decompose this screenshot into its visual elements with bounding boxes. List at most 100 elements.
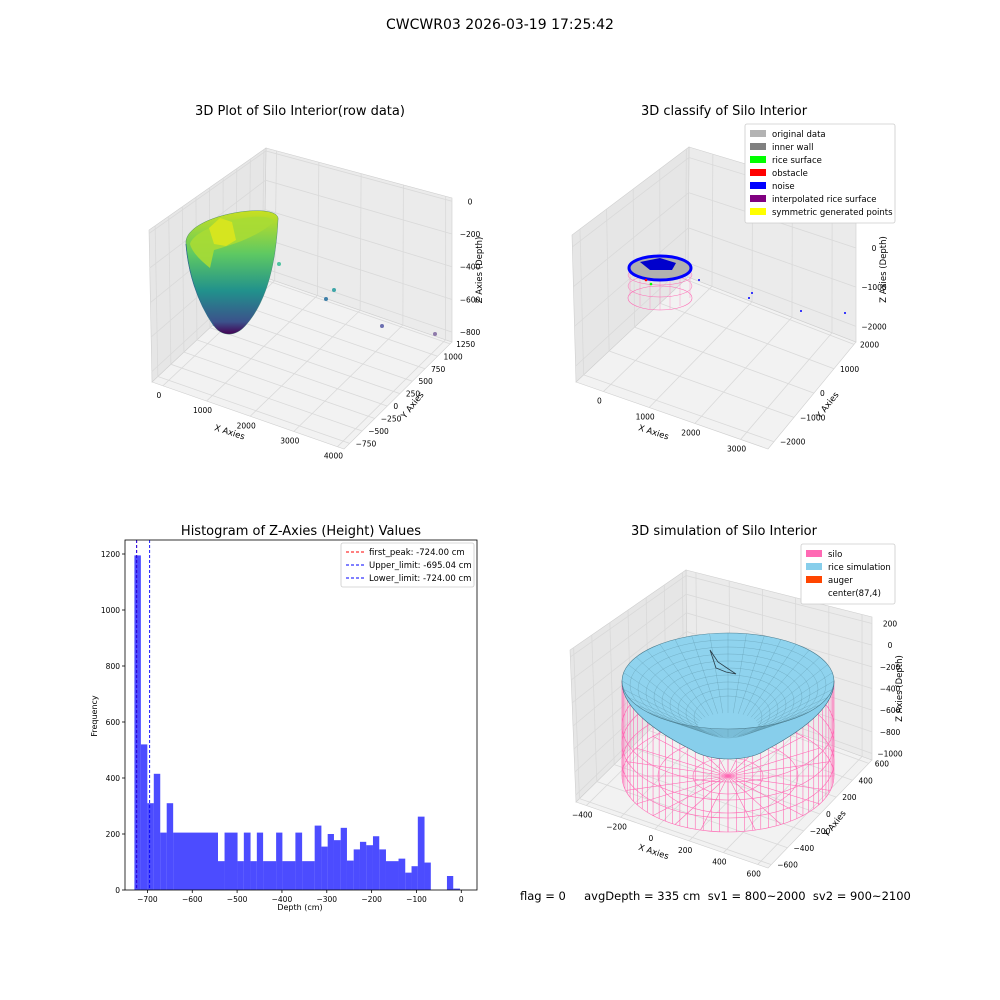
- panel1-silo-surface: [185, 210, 437, 336]
- histogram-bar: [166, 803, 174, 890]
- histogram-bar: [321, 846, 328, 890]
- panel1-x-gridline: [249, 173, 362, 417]
- histogram-bar: [372, 836, 380, 890]
- histogram-y-tick-label: 1000: [101, 606, 120, 615]
- panel2-legend-label: inner wall: [772, 143, 813, 153]
- panel4-x-gridline: [757, 614, 863, 865]
- panel4-rice-simulation-surface: [621, 632, 835, 760]
- panel2-y-tick-label: −1000: [800, 413, 826, 422]
- panel2-y-tick-label: 1000: [840, 365, 859, 374]
- panel2-y-gridline: [606, 208, 795, 418]
- histogram-bar: [263, 861, 277, 890]
- panel1-z-tick-label: −600: [460, 295, 481, 304]
- panel1-x-tick-label: 1000: [193, 406, 212, 415]
- panel1-x-tick-label: 0: [157, 391, 162, 400]
- histogram-x-tick-label: −200: [361, 895, 382, 904]
- histogram-bar: [237, 861, 244, 890]
- panel1-3d-raw-plot: 0 1000 2000 3000 4000 1250 1000 750 500 250 0 −250 −…: [148, 147, 485, 461]
- panel2-x-tick-label: 0: [597, 397, 602, 406]
- panel4-z-tick-label: −1000: [877, 750, 903, 759]
- panel4-y-tick-label: 0: [826, 810, 831, 819]
- histogram-reference-lines: [136, 540, 151, 890]
- histogram-bar: [333, 840, 341, 890]
- panel1-z-gridline: [150, 209, 453, 303]
- panel2-z-axis-label: Z Axies (Depth): [879, 236, 889, 303]
- histogram-bar: [405, 872, 412, 890]
- histogram-y-tick-label: 400: [106, 774, 121, 783]
- histogram-bar: [295, 832, 303, 890]
- panel4-3d-simulation-plot: −400−20002004006006004002000−200−400−600…: [569, 543, 905, 878]
- histogram-x-tick-label: −600: [182, 895, 203, 904]
- panel1-y-tick-label: −500: [368, 427, 389, 436]
- panel1-z-tick-label: −200: [460, 230, 481, 239]
- panel1-z-axis-label: Z Axies (Depth): [475, 237, 485, 304]
- panel2-legend-swatch: [750, 130, 766, 137]
- histogram-bar: [217, 861, 225, 890]
- histogram-bar: [346, 860, 354, 890]
- histogram-bar: [411, 866, 418, 890]
- panel2-title: 3D classify of Silo Interior: [640, 104, 808, 119]
- panel1-x-gridline: [206, 162, 320, 402]
- panel4-y-tick-label: −600: [777, 861, 798, 870]
- panel4-legend-swatch: [806, 589, 822, 596]
- histogram-bar: [147, 803, 154, 890]
- histogram-bar: [314, 825, 322, 890]
- panel4-z-tick-label: 200: [883, 620, 898, 629]
- panel4-z-tick-label: −600: [880, 706, 901, 715]
- panel1-y-tick-label: 250: [406, 390, 421, 399]
- panel2-z-gridline: [574, 227, 857, 327]
- panel2-classified-points: [627, 254, 846, 314]
- histogram-legend-label: first_peak: -724.00 cm: [369, 548, 465, 558]
- panel4-z-tick-label: 0: [888, 641, 893, 650]
- histogram-x-tick-label: −300: [316, 895, 337, 904]
- panel2-y-gridline: [579, 228, 775, 443]
- panel2-legend-swatch: [750, 182, 766, 189]
- panel4-y-tick-label: −400: [794, 844, 815, 853]
- histogram-bar: [366, 845, 373, 890]
- panel1-y-tick-label: 1250: [456, 340, 475, 349]
- histogram-bar: [140, 744, 148, 890]
- histogram-bar: [282, 861, 296, 890]
- panel4-y-gridline: [591, 634, 788, 849]
- panel4-legend-swatch: [806, 550, 822, 557]
- panel4-legend-label: center(87,4): [828, 589, 881, 599]
- panel4-x-axis-label: X Axies: [637, 843, 670, 862]
- panel4-legend-swatch: [806, 563, 822, 570]
- histogram-y-ticks: 0 200 400 600 800 1000 1200: [101, 550, 125, 895]
- panel4-y-tick-label: −200: [810, 827, 831, 836]
- panel1-y-tick-label: 1000: [444, 352, 463, 361]
- panel2-z-tick-label: 0: [872, 244, 877, 253]
- panel2-legend-label: symmetric generated points: [772, 208, 893, 218]
- panel1-z-gridline: [148, 150, 453, 234]
- panel2-x-axis-label: X Axies: [637, 423, 670, 442]
- histogram-bar: [256, 832, 264, 890]
- panel4-x-tick-label: 600: [747, 869, 762, 878]
- panel2-x-tick-label: 2000: [681, 428, 700, 437]
- panel2-x-tick-label: 3000: [727, 444, 746, 453]
- panel4-y-tick-label: 400: [859, 776, 874, 785]
- histogram-x-label: Depth (cm): [277, 903, 322, 912]
- histogram-x-tick-label: −700: [137, 895, 158, 904]
- panel2-legend-label: noise: [772, 182, 795, 192]
- panel2-z-tick-label: −1000: [861, 283, 887, 292]
- histogram-bar: [453, 888, 460, 890]
- histogram-bar: [340, 827, 347, 890]
- panel1-x-gridline: [293, 184, 404, 432]
- panel1-z-tick-label: 0: [468, 197, 473, 206]
- panel4-legend-label: rice simulation: [828, 563, 891, 573]
- panel4-z-tick-label: −200: [880, 663, 901, 672]
- panel1-y-tick-label: −250: [381, 415, 402, 424]
- panel2-z-tick-label: −2000: [861, 322, 887, 331]
- histogram-y-tick-label: 200: [106, 830, 121, 839]
- panel4-legend: silo rice simulation auger center(87,4): [800, 543, 896, 605]
- panel4-y-tick-label: 600: [875, 759, 890, 768]
- histogram-x-ticks: −700 −600 −500 −400 −300 −200 −100 0: [137, 890, 464, 904]
- panel4-legend-swatch: [806, 576, 822, 583]
- panel4-y-gridline: [609, 622, 804, 832]
- panel4-legend-label: silo: [828, 550, 842, 560]
- panel1-y-gridline: [154, 225, 350, 444]
- panel4-x-tick-label: 400: [712, 858, 727, 867]
- histogram-bar: [398, 858, 406, 890]
- panel2-legend: original data inner wall rice surface obsta…: [744, 123, 896, 224]
- panel4-z-gridline: [571, 612, 873, 704]
